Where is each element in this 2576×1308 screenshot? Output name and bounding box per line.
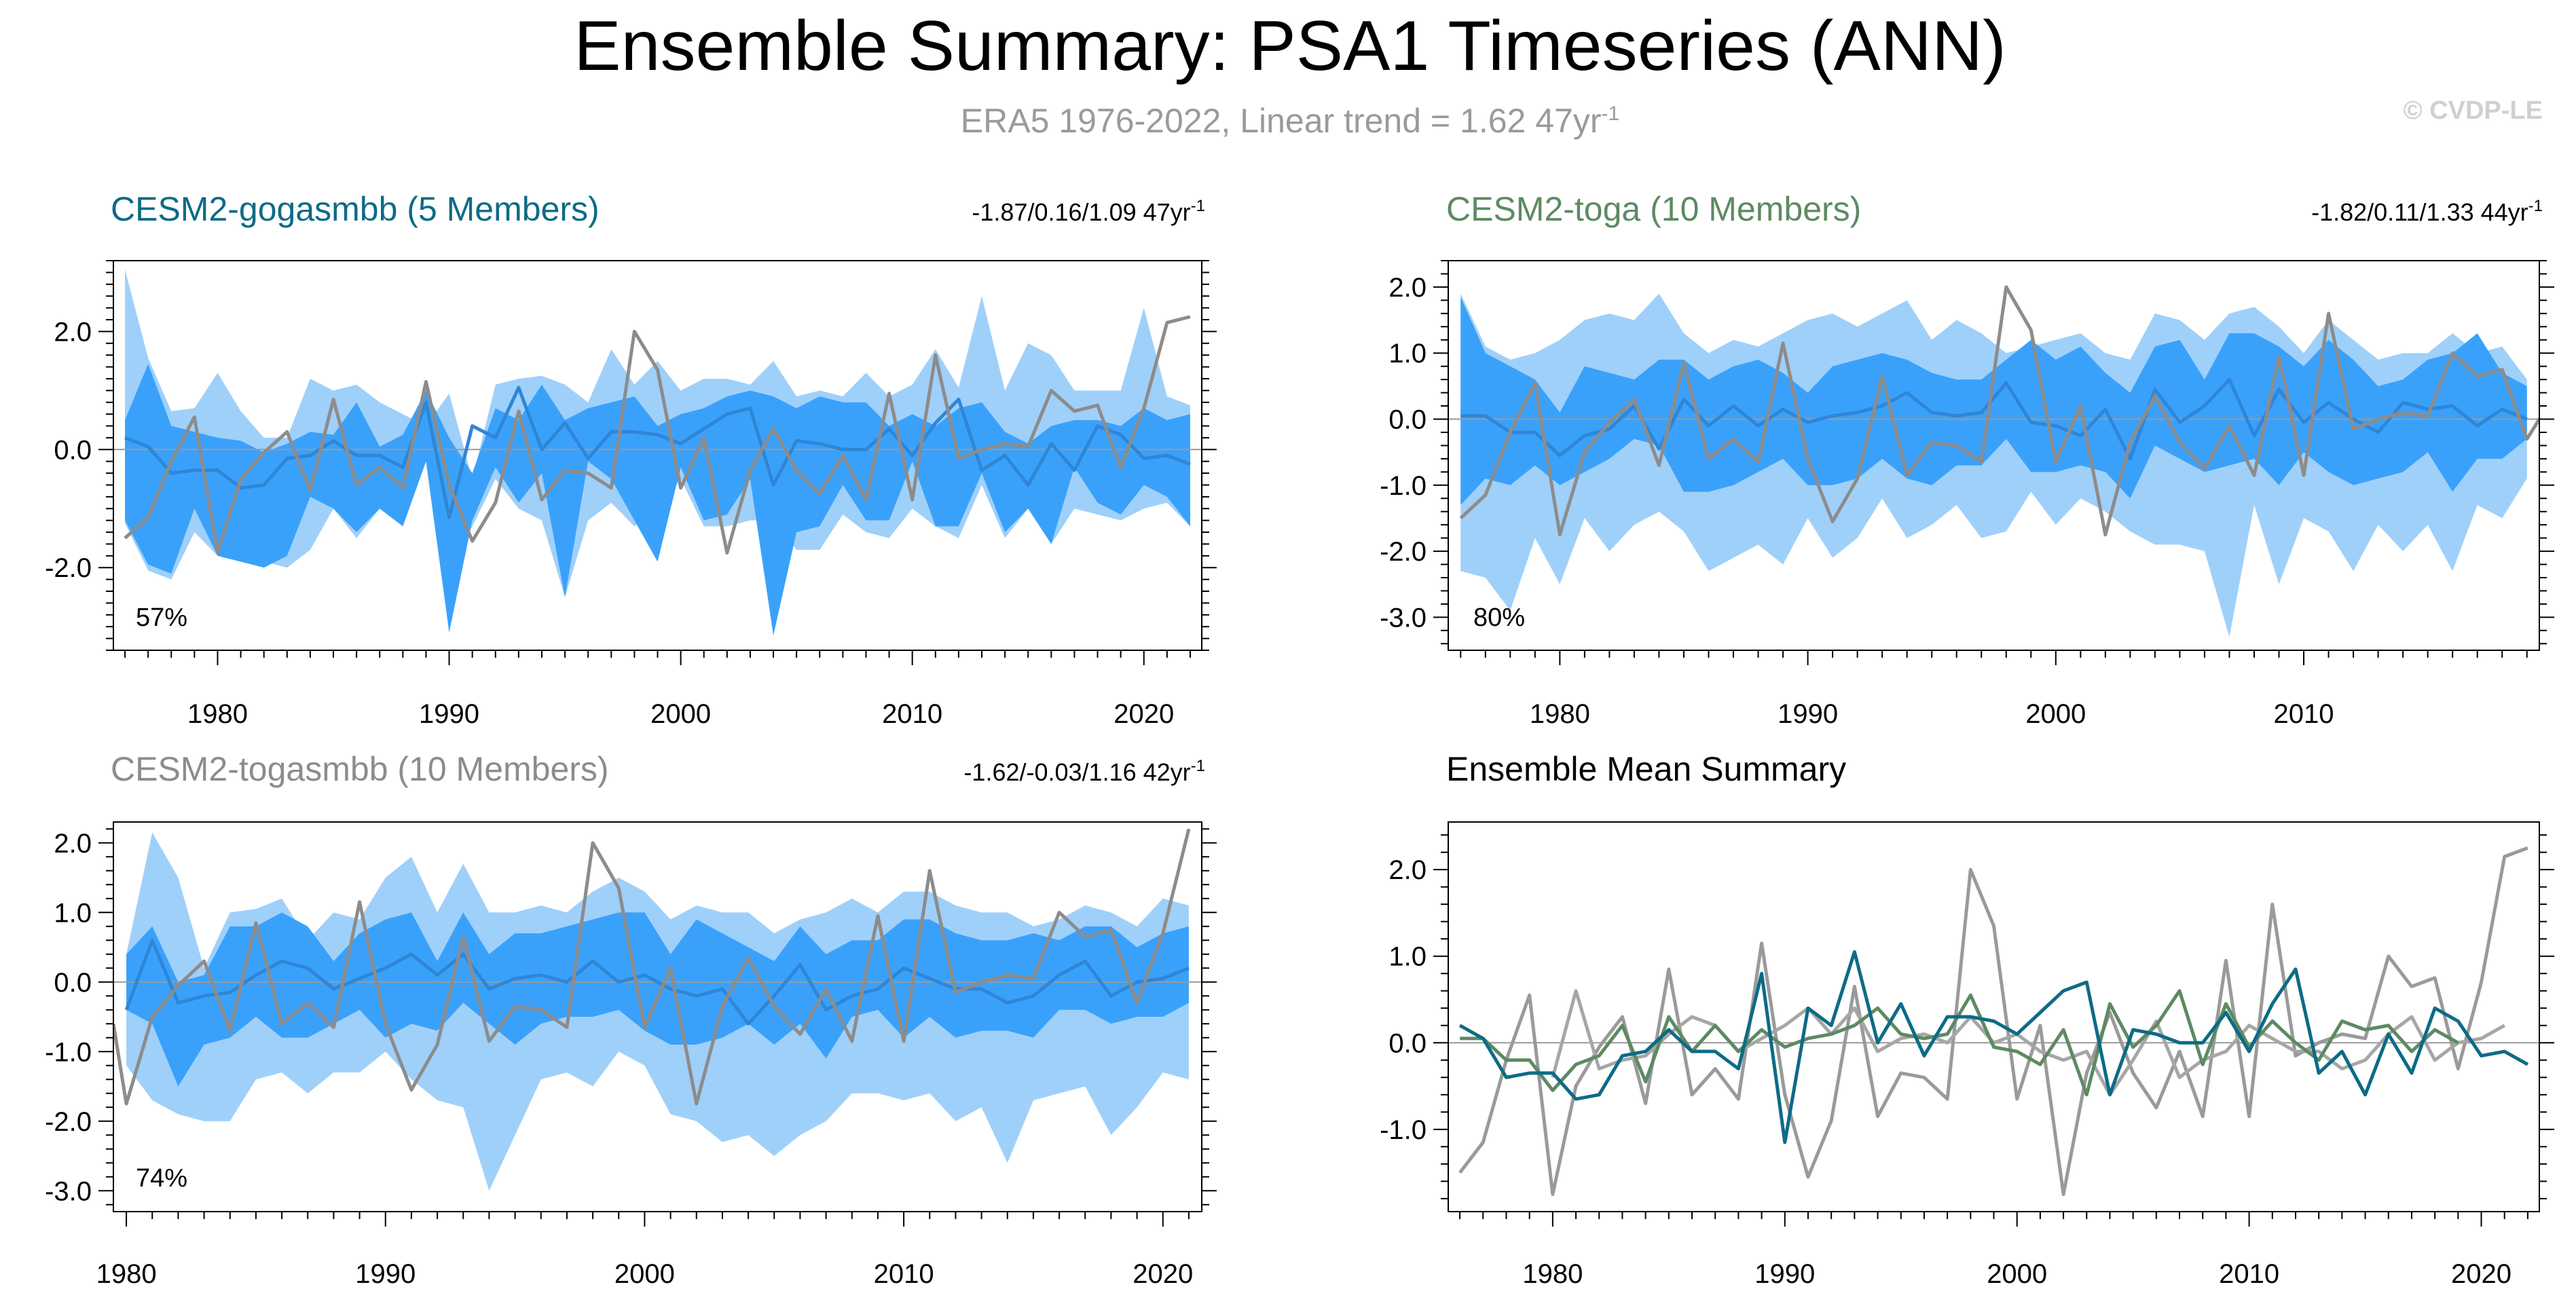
- y-tick-label: -2.0: [45, 553, 92, 583]
- y-tick-label: 1.0: [1388, 942, 1427, 972]
- trend-value: -1.87/0.16/1.09 47yr: [972, 198, 1190, 226]
- chart-panel-1: CESM2-gogasmbb (5 Members) -1.87/0.16/1.0…: [45, 190, 1217, 729]
- y-tick-label: -1.0: [1380, 1115, 1427, 1145]
- trend-superscript: -1: [2528, 197, 2543, 215]
- panel-title: CESM2-toga (10 Members): [1446, 190, 1861, 228]
- series-line: [1460, 989, 2459, 1097]
- y-tick-label: 0.0: [1388, 405, 1427, 434]
- figure-title: Ensemble Summary: PSA1 Timeseries (ANN): [574, 7, 2006, 86]
- percentage-label: 57%: [136, 603, 187, 632]
- x-tick-label: 2020: [1133, 1259, 1193, 1289]
- plot-data: [1448, 846, 2539, 1196]
- panel-title: CESM2-gogasmbb (5 Members): [111, 190, 600, 228]
- y-tick-label: 0.0: [1388, 1028, 1427, 1058]
- y-tick-label: 1.0: [54, 898, 92, 928]
- x-tick-label: 2010: [2274, 699, 2334, 729]
- copyright-text: © CVDP-LE: [2404, 96, 2543, 125]
- y-tick-label: 2.0: [54, 317, 92, 347]
- plot-frame: [1448, 260, 2540, 651]
- plot-data: [113, 269, 1202, 636]
- trend-value: -1.82/0.11/1.33 44yr: [2311, 198, 2528, 226]
- chart-panel-4: Ensemble Mean Summary -1.0 0.0 1.0 2.0 1980 19…: [1380, 750, 2554, 1289]
- y-tick-label: -1.0: [1380, 471, 1427, 501]
- x-tick-label: 2000: [650, 699, 711, 729]
- x-tick-label: 2010: [2219, 1259, 2279, 1289]
- y-tick-label: -3.0: [45, 1176, 92, 1206]
- panel-title: Ensemble Mean Summary: [1446, 750, 1846, 788]
- x-tick-label: 1990: [1778, 699, 1838, 729]
- y-tick-label: 0.0: [54, 968, 92, 998]
- figure-subtitle-main: ERA5 1976-2022, Linear trend = 1.62 47yr: [961, 102, 1602, 140]
- x-tick-label: 2000: [614, 1259, 675, 1289]
- y-tick-label: -3.0: [1380, 603, 1427, 633]
- ensemble-mean-line: [124, 386, 1191, 519]
- observation-line: [1459, 285, 2539, 537]
- series-line: [1551, 989, 2505, 1097]
- series-line: [1458, 950, 2529, 1144]
- plot-data: [1448, 285, 2539, 637]
- x-tick-label: 1980: [1522, 1259, 1583, 1289]
- trend-superscript: -1: [1191, 757, 1205, 775]
- percentage-label: 80%: [1473, 603, 1525, 632]
- x-tick-label: 2020: [1114, 699, 1174, 729]
- chart-panel-2: CESM2-toga (10 Members) -1.82/0.11/1.33 4…: [1380, 190, 2554, 729]
- plot-frame: [113, 821, 1202, 1212]
- plot-frame: [1448, 821, 2540, 1212]
- observation-line: [113, 828, 1191, 1106]
- plot-data: [113, 828, 1202, 1191]
- y-tick-label: 2.0: [54, 829, 92, 859]
- trend-label: -1.82/0.11/1.33 44yr-1: [2311, 197, 2543, 226]
- ensemble-mean-line: [124, 938, 1190, 1026]
- x-tick-label: 2010: [882, 699, 942, 729]
- percentage-label: 74%: [136, 1164, 187, 1193]
- x-tick-label: 1990: [355, 1259, 416, 1289]
- x-tick-label: 2000: [2025, 699, 2086, 729]
- x-tick-label: 1980: [187, 699, 248, 729]
- x-tick-label: 2010: [874, 1259, 934, 1289]
- y-tick-label: -2.0: [1380, 537, 1427, 567]
- chart-panel-3: CESM2-togasmbb (10 Members) -1.62/-0.03/1…: [45, 750, 1217, 1289]
- figure-subtitle: ERA5 1976-2022, Linear trend = 1.62 47yr…: [961, 102, 1619, 140]
- y-tick-label: 0.0: [54, 435, 92, 465]
- x-tick-label: 1990: [1754, 1259, 1815, 1289]
- y-tick-label: 2.0: [1388, 855, 1427, 885]
- x-tick-label: 2000: [1987, 1259, 2047, 1289]
- observation-line: [124, 315, 1191, 555]
- panel-title: CESM2-togasmbb (10 Members): [111, 750, 609, 788]
- x-tick-label: 1980: [1530, 699, 1590, 729]
- x-tick-label: 2020: [2451, 1259, 2511, 1289]
- y-tick-label: 2.0: [1388, 273, 1427, 303]
- panels: CESM2-gogasmbb (5 Members) -1.87/0.16/1.0…: [45, 190, 2554, 1289]
- trend-value: -1.62/-0.03/1.16 42yr: [963, 758, 1190, 786]
- trend-label: -1.87/0.16/1.09 47yr-1: [972, 197, 1205, 226]
- y-tick-label: -1.0: [45, 1037, 92, 1067]
- y-tick-label: 1.0: [1388, 339, 1427, 369]
- y-tick-label: -2.0: [45, 1107, 92, 1137]
- x-tick-label: 1980: [96, 1259, 157, 1289]
- trend-superscript: -1: [1191, 197, 1205, 215]
- series-line: [1458, 846, 2528, 1196]
- trend-label: -1.62/-0.03/1.16 42yr-1: [963, 757, 1205, 786]
- x-tick-label: 1990: [419, 699, 479, 729]
- figure-subtitle-sup: -1: [1602, 102, 1620, 125]
